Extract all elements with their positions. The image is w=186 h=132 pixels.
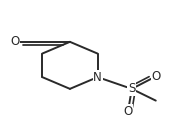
Text: N: N <box>93 71 102 84</box>
Text: O: O <box>10 35 19 48</box>
Text: O: O <box>151 70 160 83</box>
Text: S: S <box>128 82 135 95</box>
Text: O: O <box>124 105 133 118</box>
